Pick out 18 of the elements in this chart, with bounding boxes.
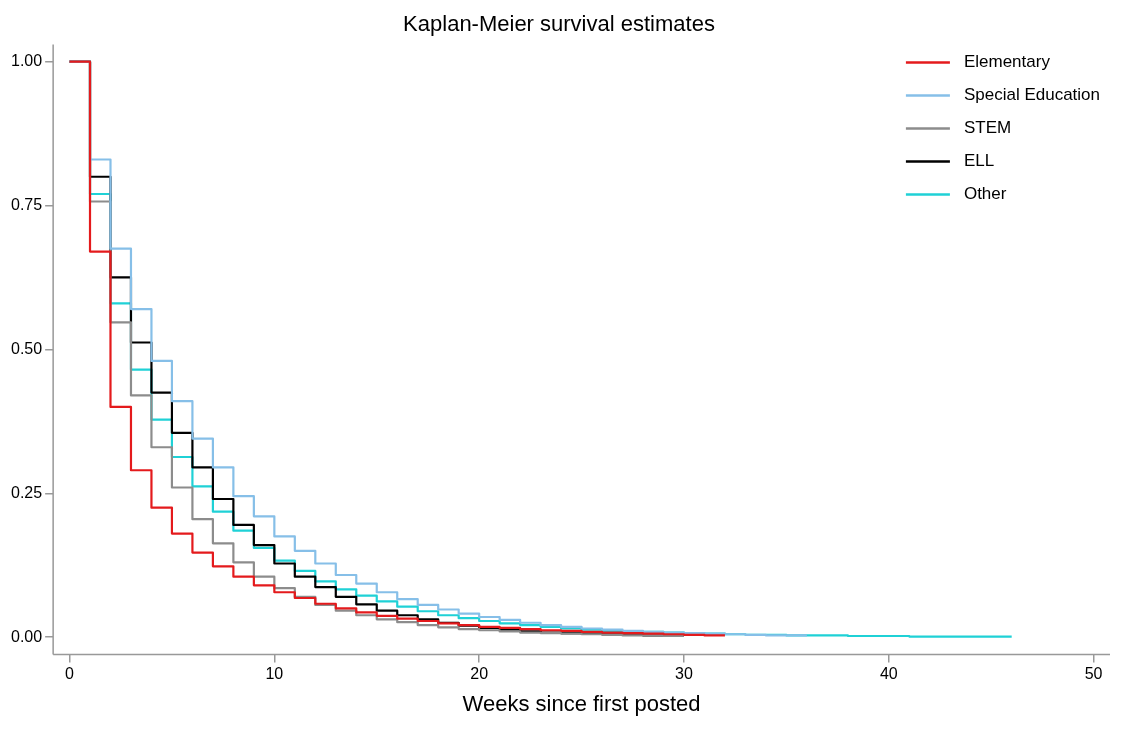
x-tick-label: 40 [879, 665, 898, 683]
y-tick-label: 0.00 [11, 627, 43, 645]
legend-label: Other [963, 184, 1007, 204]
x-tick-label: 10 [265, 665, 284, 683]
y-tick-label: 1.00 [11, 52, 43, 70]
legend-label: STEM [963, 118, 1012, 138]
x-tick-label: 50 [1084, 665, 1103, 683]
x-tick-label: 30 [675, 665, 693, 683]
y-tick-label: 0.75 [11, 195, 43, 213]
y-tick-label: 0.50 [11, 339, 43, 357]
legend-label: Special Education [963, 85, 1100, 105]
chart-title: Kaplan-Meier survival estimates [403, 11, 715, 37]
x-tick-label: 20 [470, 665, 489, 683]
legend-label: ELL [963, 151, 995, 171]
x-tick-label: 0 [65, 665, 75, 683]
y-tick-label: 0.25 [11, 483, 43, 501]
x-axis-title: Weeks since first posted [462, 690, 701, 716]
legend-label: Elementary [963, 52, 1051, 72]
